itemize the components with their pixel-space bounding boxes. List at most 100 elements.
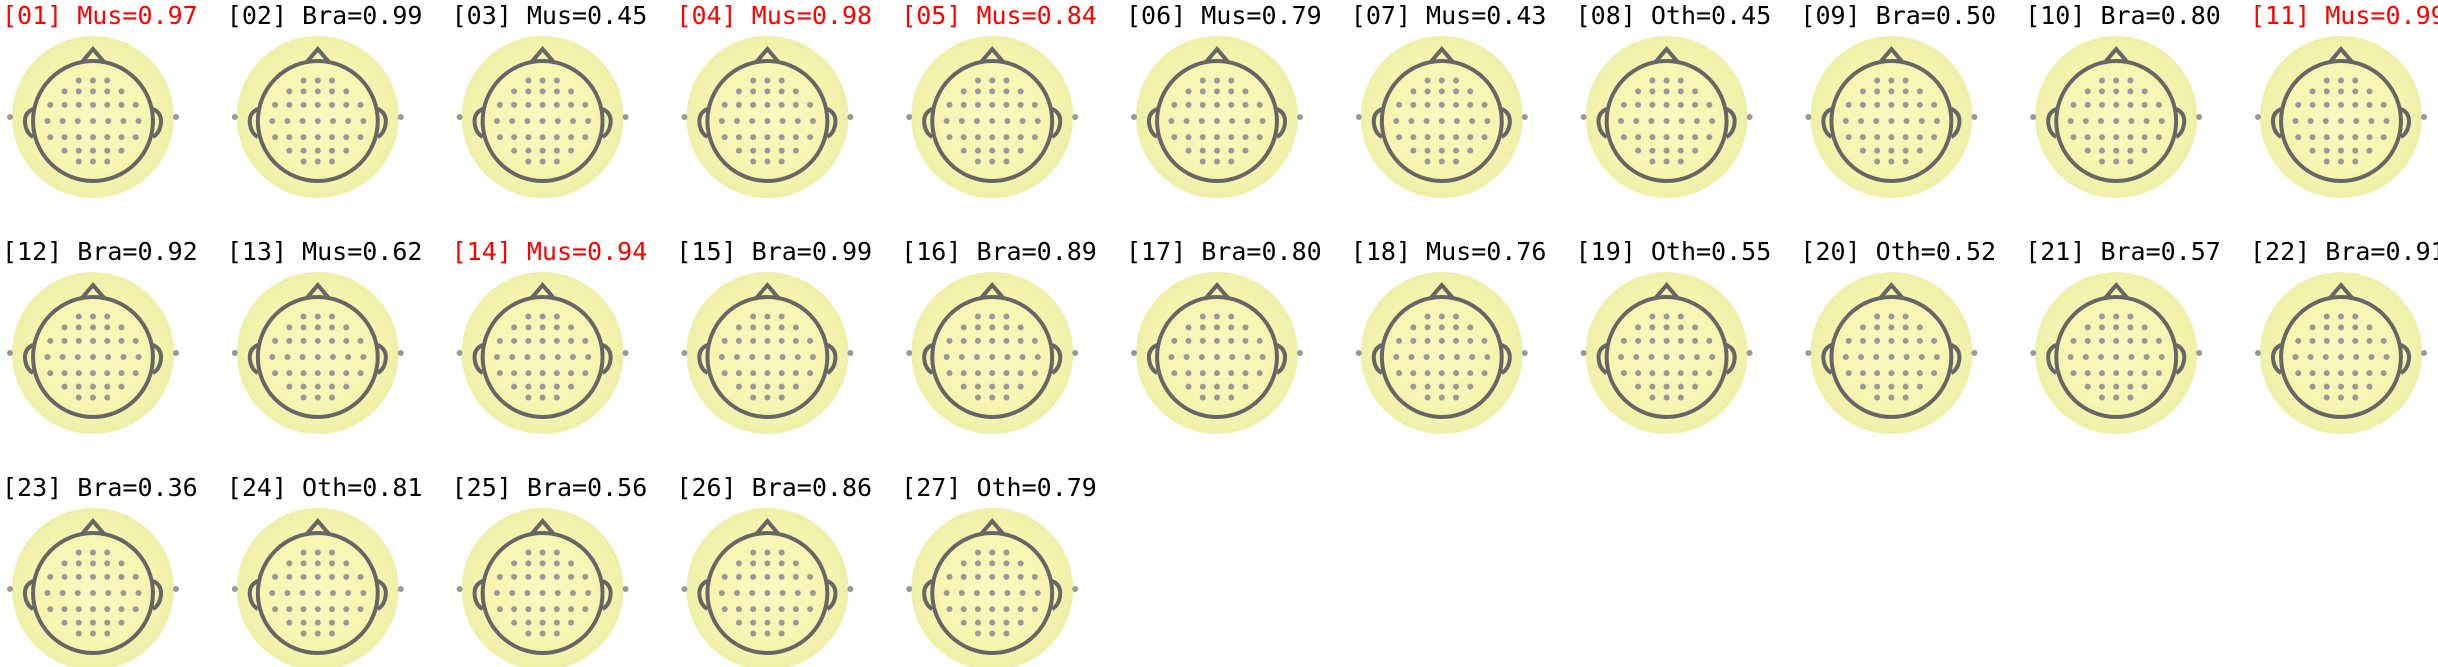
electrode bbox=[2295, 337, 2302, 344]
electrode bbox=[329, 590, 336, 596]
electrode bbox=[1453, 147, 1460, 154]
electrode bbox=[1649, 337, 1656, 344]
electrode bbox=[750, 158, 757, 165]
electrode bbox=[750, 549, 757, 556]
electrode bbox=[989, 354, 996, 360]
electrode bbox=[1521, 114, 1528, 120]
electrode bbox=[286, 606, 293, 613]
electrode bbox=[314, 630, 321, 637]
electrode bbox=[2098, 354, 2105, 360]
electrode bbox=[1031, 606, 1038, 613]
electrode bbox=[960, 383, 967, 390]
electrode bbox=[2292, 354, 2299, 360]
electrode bbox=[1453, 354, 1460, 360]
electrode bbox=[1916, 370, 1923, 377]
nose bbox=[1877, 45, 1905, 65]
electrode bbox=[300, 88, 307, 95]
electrode bbox=[284, 590, 291, 596]
electrode bbox=[2352, 134, 2359, 141]
electrode bbox=[1649, 134, 1656, 141]
electrode bbox=[1228, 147, 1235, 154]
head-outline bbox=[1829, 59, 1954, 183]
electrode bbox=[118, 573, 125, 580]
electrode bbox=[1185, 134, 1192, 141]
electrode bbox=[2098, 101, 2105, 108]
topomap-cell: [15] Bra=0.99 bbox=[676, 237, 872, 434]
component-label: [12] Bra=0.92 bbox=[2, 237, 198, 266]
electrode bbox=[1297, 114, 1303, 120]
electrode bbox=[989, 573, 996, 580]
topomap-cell: [01] Mus=0.97 bbox=[2, 1, 198, 198]
electrode bbox=[1677, 77, 1684, 84]
electrode bbox=[1017, 88, 1024, 95]
electrode bbox=[960, 324, 967, 331]
electrode bbox=[1888, 101, 1895, 108]
electrode bbox=[1396, 370, 1403, 377]
ear-left bbox=[2046, 107, 2058, 139]
electrode bbox=[2309, 101, 2316, 108]
electrode bbox=[539, 573, 546, 580]
component-label: [19] Oth=0.55 bbox=[1576, 237, 1772, 266]
electrode bbox=[1004, 354, 1011, 360]
electrode bbox=[1410, 337, 1417, 344]
electrode bbox=[1663, 147, 1670, 154]
electrode bbox=[974, 101, 981, 108]
nose bbox=[1428, 45, 1456, 65]
electrode bbox=[1467, 134, 1474, 141]
electrode bbox=[1228, 337, 1235, 344]
electrode bbox=[2098, 118, 2105, 124]
electrode bbox=[2098, 134, 2105, 141]
electrode bbox=[2323, 337, 2330, 344]
electrode bbox=[1214, 354, 1220, 360]
electrode bbox=[1256, 134, 1263, 141]
electrode bbox=[1649, 324, 1656, 331]
electrode bbox=[1019, 590, 1026, 596]
electrode bbox=[314, 77, 321, 84]
electrode bbox=[735, 134, 742, 141]
electrode bbox=[539, 549, 546, 556]
electrode bbox=[2338, 147, 2344, 154]
electrode bbox=[554, 590, 561, 596]
electrode bbox=[1931, 101, 1938, 108]
electrode bbox=[553, 88, 560, 95]
electrode bbox=[960, 101, 967, 108]
head-outline bbox=[1379, 59, 1504, 183]
electrode bbox=[2323, 383, 2330, 390]
head-outline bbox=[2054, 59, 2179, 183]
electrode bbox=[1017, 324, 1024, 331]
nose bbox=[304, 517, 332, 537]
electrode bbox=[1408, 118, 1415, 124]
electrode bbox=[1072, 114, 1079, 120]
electrode bbox=[525, 158, 532, 165]
electrode bbox=[1393, 118, 1400, 124]
electrode bbox=[2113, 370, 2120, 377]
electrode bbox=[525, 324, 532, 331]
electrode bbox=[779, 118, 786, 124]
electrode bbox=[943, 118, 950, 124]
electrode bbox=[120, 590, 127, 596]
electrode bbox=[1034, 354, 1041, 360]
electrode bbox=[778, 313, 785, 320]
electrode bbox=[2158, 118, 2165, 124]
electrode bbox=[90, 101, 96, 108]
electrode bbox=[132, 606, 139, 613]
electrode bbox=[2295, 134, 2302, 141]
electrode bbox=[1017, 134, 1024, 141]
electrode bbox=[1888, 77, 1895, 84]
electrode bbox=[231, 586, 238, 592]
electrode bbox=[1693, 118, 1700, 124]
ear-right bbox=[1051, 107, 1063, 139]
electrode bbox=[118, 134, 125, 141]
ear-left bbox=[1596, 107, 1608, 139]
electrode bbox=[1618, 118, 1625, 124]
nose bbox=[304, 45, 332, 65]
electrode bbox=[1199, 337, 1206, 344]
electrode bbox=[231, 350, 238, 356]
electrode bbox=[61, 606, 68, 613]
head-outline bbox=[2279, 59, 2403, 183]
electrode bbox=[1242, 370, 1249, 377]
electrode bbox=[1424, 394, 1431, 401]
electrode bbox=[104, 337, 111, 344]
electrode bbox=[329, 101, 336, 108]
head-outline bbox=[2279, 295, 2403, 419]
